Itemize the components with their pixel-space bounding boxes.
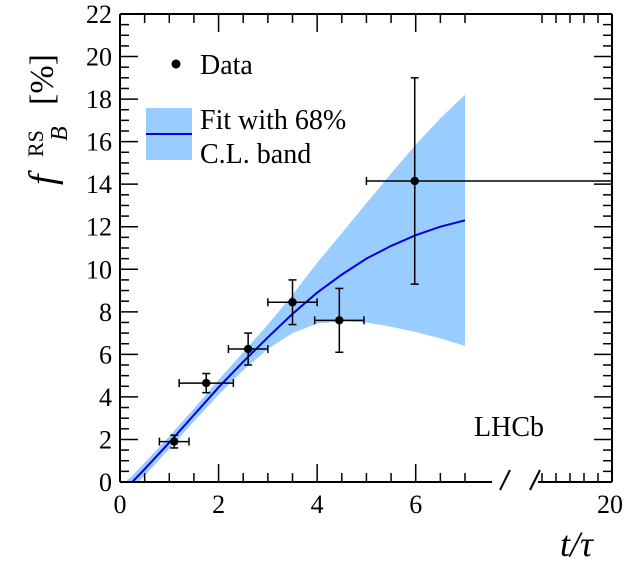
data-point-4 — [267, 279, 318, 326]
y-tick-label: 16 — [86, 128, 112, 157]
x-tick-label: 2 — [212, 490, 225, 519]
legend: Data Fit with 68% C.L. band — [146, 50, 346, 170]
data-point-marker — [170, 437, 179, 446]
legend-data-marker — [171, 59, 181, 69]
data-point-1 — [158, 434, 190, 449]
data-point-marker — [243, 344, 253, 354]
data-point-marker — [288, 298, 297, 307]
y-axis-title-f: f — [22, 170, 64, 185]
y-tick-label: 20 — [86, 43, 112, 72]
x-tick-label: 6 — [409, 490, 422, 519]
y-tick-label: 10 — [86, 255, 112, 284]
y-tick-label: 4 — [99, 383, 112, 412]
data-point-2 — [178, 372, 235, 394]
y-tick-label: 6 — [99, 340, 112, 369]
fit-confidence-band — [124, 94, 465, 482]
fit-line — [130, 219, 466, 482]
axis-break-mark-left — [499, 469, 511, 491]
y-tick-label: 2 — [99, 425, 112, 454]
x-tick-label: 4 — [311, 490, 324, 519]
axis-break-mark-right — [529, 469, 541, 491]
y-axis-title-sub: B — [47, 126, 73, 141]
x-tick-label: 0 — [114, 490, 127, 519]
data-point-marker — [335, 316, 344, 325]
tick-marks — [119, 13, 612, 483]
y-axis-title-unit: [%] — [24, 54, 61, 105]
x-tick-label: 20 — [597, 490, 623, 519]
legend-fit-label-line1: Fit with 68% — [200, 105, 346, 136]
legend-data-label: Data — [200, 50, 253, 81]
y-tick-label: 18 — [86, 85, 112, 114]
y-axis-title: f RS B [%] — [22, 54, 73, 185]
fit-band-layer — [124, 94, 465, 482]
y-tick-label: 8 — [99, 298, 112, 327]
y-axis-title-sup: RS — [23, 130, 48, 157]
legend-fit-label-line2: C.L. band — [200, 139, 311, 170]
data-point-marker — [202, 378, 211, 388]
fit-line-layer — [130, 219, 466, 482]
data-points-layer — [158, 77, 612, 449]
data-point-marker — [410, 176, 419, 186]
y-tick-label: 12 — [86, 213, 112, 242]
x-axis-title: t/τ — [560, 524, 594, 564]
data-point-3 — [227, 332, 269, 366]
y-tick-label: 22 — [86, 0, 112, 29]
y-tick-label: 14 — [86, 170, 112, 199]
tick-labels: 0 2 4 6 8 10 12 14 16 18 20 22 0 2 4 6 20 — [86, 0, 623, 519]
lhcb-annotation: LHCb — [474, 412, 544, 443]
data-point-6 — [365, 77, 612, 285]
data-point-5 — [313, 287, 365, 353]
y-tick-label: 0 — [99, 468, 112, 497]
plot-area: 0 2 4 6 8 10 12 14 16 18 20 22 0 2 4 6 20 — [86, 0, 623, 519]
